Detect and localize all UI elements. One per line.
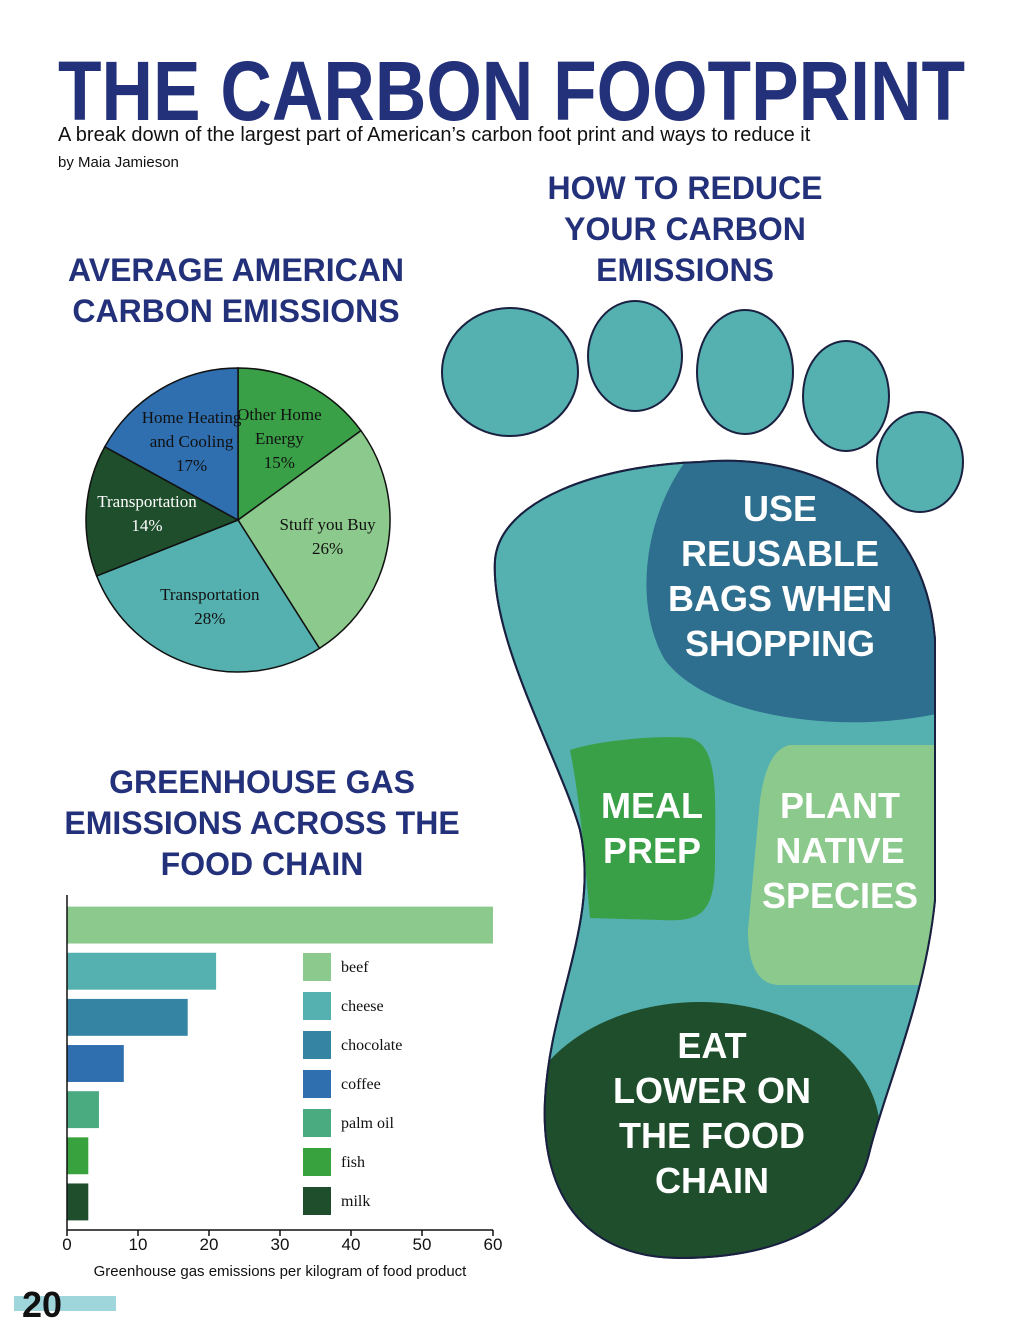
legend-swatch: [303, 992, 331, 1020]
bar: [67, 1091, 99, 1129]
bar: [67, 998, 188, 1036]
pie-category: Other Home Energy: [237, 404, 322, 448]
page-number: 20: [22, 1284, 63, 1325]
page-number-bar: [14, 1296, 116, 1311]
pie-value-label: 15%: [263, 452, 295, 472]
toe: [587, 300, 683, 412]
tip-line: BAGS WHEN: [668, 578, 892, 619]
x-tick-label: 40: [342, 1235, 361, 1254]
pie-slice: [236, 429, 391, 650]
region-eat: [520, 1002, 880, 1258]
tip-line: THE FOOD: [619, 1115, 805, 1156]
toe: [876, 411, 964, 513]
legend-swatch: [303, 1031, 331, 1059]
pie-slice: [237, 367, 363, 522]
toe: [441, 307, 579, 437]
legend-swatch: [303, 1070, 331, 1098]
legend-label: coffee: [341, 1076, 381, 1093]
tip: EAT LOWER ON THE FOOD CHAIN: [562, 1023, 862, 1203]
x-tick-label: 60: [484, 1235, 503, 1254]
bar: [67, 1183, 89, 1221]
tip-line: EAT: [677, 1025, 747, 1066]
bar: [67, 1137, 89, 1175]
pie-label: Transportation 14%: [87, 490, 207, 538]
bar: [67, 906, 493, 944]
bar: [67, 952, 217, 990]
tip: PLANT NATIVE SPECIES: [690, 783, 990, 918]
region-meal: [570, 737, 716, 921]
x-tick-label: 10: [129, 1235, 148, 1254]
sole-outline: [493, 459, 936, 1260]
pie-slice: [95, 519, 321, 673]
footprint: [441, 300, 964, 1260]
pie-category: Home Heating and Cooling: [141, 407, 242, 451]
pie-value-label: 28%: [194, 608, 226, 628]
legend-label: fish: [341, 1154, 365, 1171]
pie-slice: [103, 367, 239, 522]
toe: [696, 309, 794, 435]
toe: [802, 340, 890, 452]
tip-line: SPECIES: [761, 875, 919, 916]
x-axis-label: Greenhouse gas emissions per kilogram of…: [94, 1263, 468, 1280]
legend-swatch: [303, 1148, 331, 1176]
pie-category: Transportation: [160, 584, 260, 604]
page-title: THE CARBON FOOTPRINT: [58, 44, 965, 138]
region-bags: [646, 460, 935, 723]
pie-category: Transportation: [97, 492, 197, 512]
x-tick-label: 20: [200, 1235, 219, 1254]
tip-line: CHAIN: [655, 1160, 769, 1201]
legend-swatch: [303, 1187, 331, 1215]
legend-label: milk: [341, 1193, 370, 1210]
byline: by Maia Jamieson: [58, 154, 179, 171]
legend-label: cheese: [341, 998, 384, 1015]
pie-value-label: 17%: [175, 455, 208, 475]
pie-label: Home Heating and Cooling 17%: [132, 406, 252, 478]
legend-label: palm oil: [341, 1115, 394, 1132]
region-plant: [748, 745, 935, 985]
tip-line: REUSABLE: [680, 533, 880, 574]
pie-label: Stuff you Buy 26%: [268, 513, 388, 561]
pie-value-label: 14%: [131, 516, 163, 536]
pie-slice: [85, 445, 240, 577]
bar: [67, 1045, 124, 1082]
pie-label: Transportation 28%: [150, 583, 270, 631]
tip-line: LOWER ON: [613, 1070, 811, 1111]
tip: USE REUSABLE BAGS WHEN SHOPPING: [630, 486, 930, 666]
tip-line: PLANT: [780, 785, 900, 826]
tip-line: NATIVE: [775, 830, 905, 871]
x-tick-label: 0: [62, 1235, 71, 1254]
tip-line: MEAL: [601, 785, 703, 826]
tip: MEAL PREP: [502, 783, 802, 873]
tip-line: PREP: [602, 830, 702, 871]
chart-title: GREENHOUSE GAS EMISSIONS ACROSS THE FOOD…: [64, 764, 460, 882]
pie-label: Other Home Energy 15%: [219, 403, 339, 475]
pie-value-label: 26%: [311, 539, 344, 559]
legend-label: chocolate: [341, 1037, 402, 1054]
footprint-title: HOW TO REDUCE YOUR CARBON EMISSIONS: [547, 170, 823, 288]
x-tick-label: 30: [271, 1235, 290, 1254]
legend-label: beef: [341, 959, 369, 976]
pie-category: Stuff you Buy: [279, 515, 376, 535]
x-tick-label: 50: [413, 1235, 432, 1254]
chart-title: AVERAGE AMERICAN CARBON EMISSIONS: [67, 252, 404, 329]
tip-line: SHOPPING: [684, 623, 876, 664]
tip-line: USE: [742, 488, 818, 529]
legend-swatch: [303, 953, 331, 981]
legend-swatch: [303, 1109, 331, 1137]
subtitle: A break down of the largest part of Amer…: [58, 124, 811, 146]
